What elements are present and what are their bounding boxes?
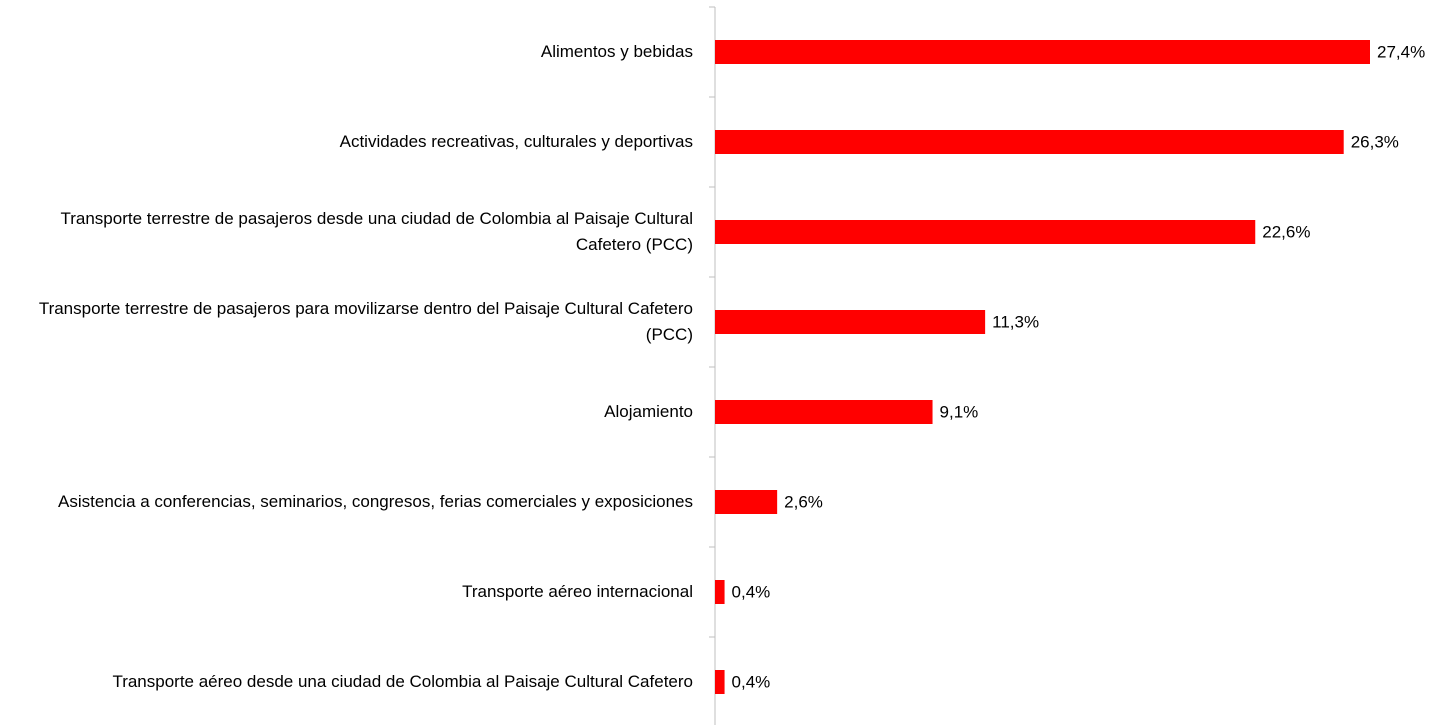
category-label-box: Alojamiento bbox=[10, 367, 693, 457]
value-label: 0,4% bbox=[732, 672, 771, 691]
category-label-box: Transporte terrestre de pasajeros para m… bbox=[10, 277, 693, 367]
category-label: Transporte terrestre de pasajeros para m… bbox=[38, 299, 693, 344]
value-label: 27,4% bbox=[1377, 42, 1425, 61]
category-label: Transporte aéreo internacional bbox=[462, 582, 693, 601]
category-label-box: Actividades recreativas, culturales y de… bbox=[10, 97, 693, 187]
category-label-box: Transporte terrestre de pasajeros desde … bbox=[10, 187, 693, 277]
category-label: Actividades recreativas, culturales y de… bbox=[339, 132, 693, 151]
category-label-box: Transporte aéreo desde una ciudad de Col… bbox=[10, 637, 693, 725]
bar bbox=[715, 490, 778, 514]
category-label-box: Alimentos y bebidas bbox=[10, 7, 693, 97]
value-label: 0,4% bbox=[732, 582, 771, 601]
value-label: 11,3% bbox=[992, 312, 1039, 331]
bar bbox=[715, 580, 725, 604]
value-label: 22,6% bbox=[1262, 222, 1310, 241]
bar bbox=[715, 130, 1344, 154]
value-label: 9,1% bbox=[940, 402, 979, 421]
bar bbox=[715, 40, 1370, 64]
bar bbox=[715, 310, 986, 334]
category-label-box: Transporte aéreo internacional bbox=[10, 547, 693, 637]
value-label: 26,3% bbox=[1351, 132, 1399, 151]
category-label: Transporte aéreo desde una ciudad de Col… bbox=[112, 672, 693, 691]
category-label-box: Asistencia a conferencias, seminarios, c… bbox=[10, 457, 693, 547]
bar bbox=[715, 400, 933, 424]
bar bbox=[715, 670, 725, 694]
bar bbox=[715, 220, 1256, 244]
value-label: 2,6% bbox=[784, 492, 823, 511]
category-label: Alimentos y bebidas bbox=[540, 42, 693, 61]
category-label: Alojamiento bbox=[604, 402, 693, 421]
category-label: Asistencia a conferencias, seminarios, c… bbox=[58, 492, 693, 511]
category-label: Transporte terrestre de pasajeros desde … bbox=[60, 209, 693, 254]
